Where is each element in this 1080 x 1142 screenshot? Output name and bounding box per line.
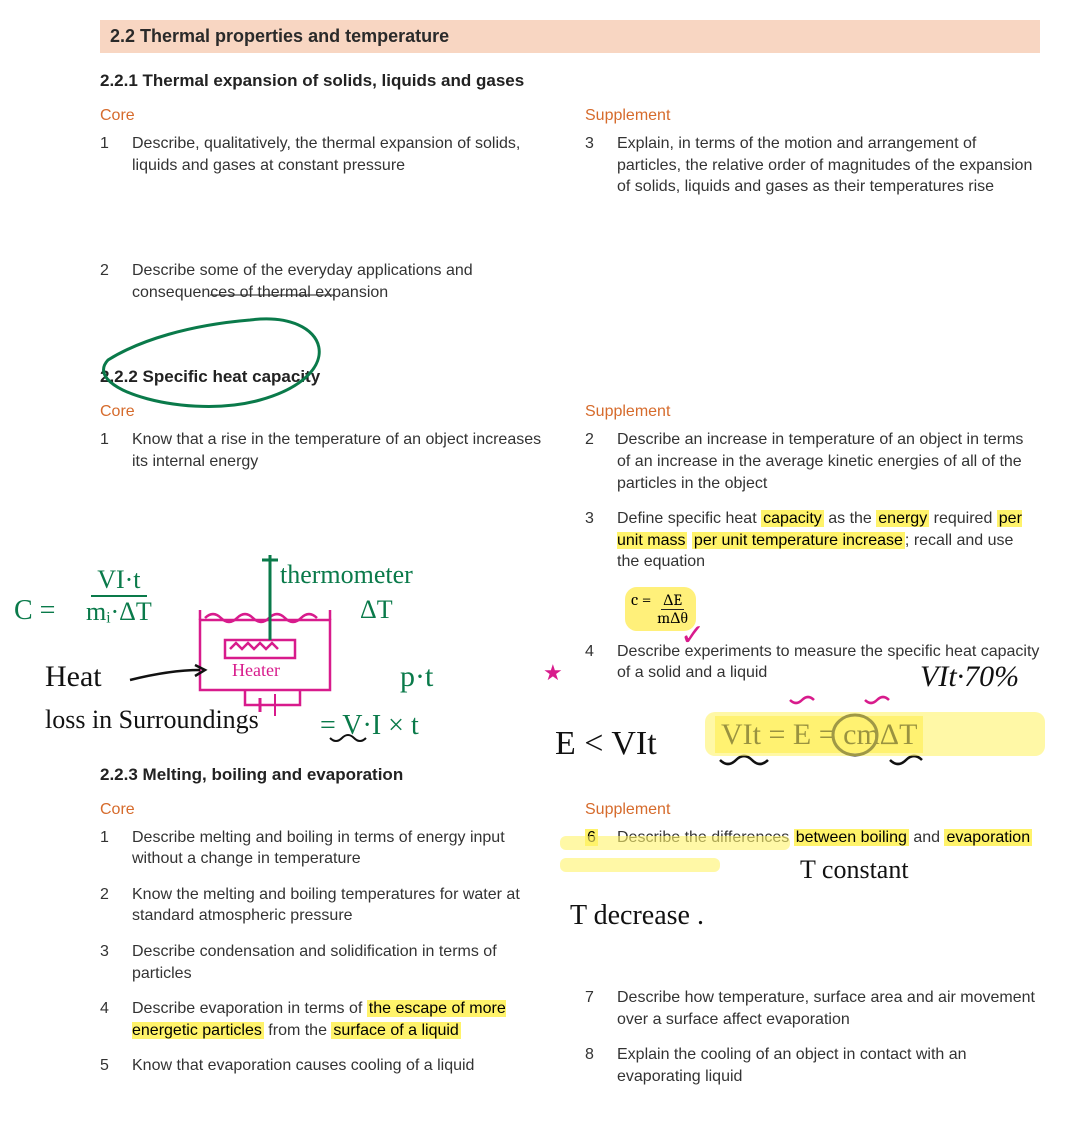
subsection-221-title: 2.2.1 Thermal expansion of solids, liqui… — [100, 71, 1040, 91]
hand-c-equals: C = — [14, 595, 55, 627]
obj-num: 8 — [585, 1044, 603, 1087]
obj-num: 5 — [100, 1055, 118, 1077]
sec222-columns: Core 1 Know that a rise in the temperatu… — [100, 397, 1040, 746]
supplement-label: Supplement — [585, 801, 1040, 819]
obj-text: Describe melting and boiling in terms of… — [132, 827, 555, 870]
obj-num: 2 — [585, 429, 603, 494]
obj-num: 6 — [585, 827, 603, 849]
obj-223-core-4: 4 Describe evaporation in terms of the e… — [100, 998, 555, 1041]
obj-num: 3 — [100, 941, 118, 984]
obj-num: 3 — [585, 133, 603, 198]
core-label: Core — [100, 403, 555, 421]
obj-223-supp-6: 6 Describe the differences between boili… — [585, 827, 1040, 849]
sec223-columns: Core 1 Describe melting and boiling in t… — [100, 795, 1040, 1102]
obj-223-core-2: 2 Know the melting and boiling temperatu… — [100, 884, 555, 927]
obj-num: 1 — [100, 133, 118, 176]
obj-222-supp-2: 2 Describe an increase in temperature of… — [585, 429, 1040, 494]
sec221-supp-col: Supplement 3 Explain, in terms of the mo… — [585, 101, 1040, 317]
highlight: per unit temperature increase — [692, 532, 905, 549]
obj-text: Describe how temperature, surface area a… — [617, 987, 1040, 1030]
sec221-columns: Core 1 Describe, qualitatively, the ther… — [100, 101, 1040, 317]
sec221-core-col: Core 1 Describe, qualitatively, the ther… — [100, 101, 555, 317]
obj-text: Define specific heat capacity as the ene… — [617, 508, 1040, 573]
obj-222-core-1: 1 Know that a rise in the temperature of… — [100, 429, 555, 472]
obj-text: Explain, in terms of the motion and arra… — [617, 133, 1040, 198]
obj-num: 1 — [100, 827, 118, 870]
obj-223-supp-8: 8 Explain the cooling of an object in co… — [585, 1044, 1040, 1087]
highlight: energy — [876, 510, 929, 527]
equation-shc: c = ΔE mΔθ — [625, 587, 1040, 631]
obj-text: Know that a rise in the temperature of a… — [132, 429, 555, 472]
obj-222-supp-4: 4 Describe experiments to measure the sp… — [585, 641, 1040, 684]
hand-heat: Heat — [45, 660, 102, 694]
obj-text: Explain the cooling of an object in cont… — [617, 1044, 1040, 1087]
obj-text: Describe condensation and solidification… — [132, 941, 555, 984]
obj-num: 7 — [585, 987, 603, 1030]
obj-221-supp-3: 3 Explain, in terms of the motion and ar… — [585, 133, 1040, 198]
obj-221-core-1: 1 Describe, qualitatively, the thermal e… — [100, 133, 555, 176]
highlight: between boiling — [794, 829, 909, 846]
obj-text: Describe evaporation in terms of the esc… — [132, 998, 555, 1041]
supplement-label: Supplement — [585, 107, 1040, 125]
obj-text: Describe some of the everyday applicatio… — [132, 260, 555, 303]
page: 2.2 Thermal properties and temperature 2… — [0, 0, 1080, 1142]
obj-222-supp-3: 3 Define specific heat capacity as the e… — [585, 508, 1040, 573]
obj-223-core-3: 3 Describe condensation and solidificati… — [100, 941, 555, 984]
obj-num: 2 — [100, 260, 118, 303]
obj-num: 1 — [100, 429, 118, 472]
obj-223-supp-7: 7 Describe how temperature, surface area… — [585, 987, 1040, 1030]
obj-text: Know the melting and boiling temperature… — [132, 884, 555, 927]
obj-num: 4 — [100, 998, 118, 1041]
obj-221-core-2: 2 Describe some of the everyday applicat… — [100, 260, 555, 303]
highlight: evaporation — [944, 829, 1032, 846]
sec223-supp-col: Supplement 6 Describe the differences be… — [585, 795, 1040, 1102]
obj-text: Describe an increase in temperature of a… — [617, 429, 1040, 494]
subsection-223-title: 2.2.3 Melting, boiling and evaporation — [100, 765, 1040, 785]
core-label: Core — [100, 801, 555, 819]
sec222-supp-col: Supplement 2 Describe an increase in tem… — [585, 397, 1040, 746]
obj-num: 2 — [100, 884, 118, 927]
obj-223-core-1: 1 Describe melting and boiling in terms … — [100, 827, 555, 870]
section-banner: 2.2 Thermal properties and temperature — [100, 20, 1040, 53]
highlight: surface of a liquid — [331, 1022, 460, 1039]
highlight: capacity — [761, 510, 824, 527]
sec223-core-col: Core 1 Describe melting and boiling in t… — [100, 795, 555, 1102]
obj-text: Know that evaporation causes cooling of … — [132, 1055, 474, 1077]
obj-num: 4 — [585, 641, 603, 684]
obj-text: Describe the differences between boiling… — [617, 827, 1032, 849]
obj-text: Describe experiments to measure the spec… — [617, 641, 1040, 684]
obj-223-core-5: 5 Know that evaporation causes cooling o… — [100, 1055, 555, 1077]
core-label: Core — [100, 107, 555, 125]
obj-text: Describe, qualitatively, the thermal exp… — [132, 133, 555, 176]
obj-num: 3 — [585, 508, 603, 573]
subsection-222-title: 2.2.2 Specific heat capacity — [100, 367, 1040, 387]
sec222-core-col: Core 1 Know that a rise in the temperatu… — [100, 397, 555, 746]
supplement-label: Supplement — [585, 403, 1040, 421]
